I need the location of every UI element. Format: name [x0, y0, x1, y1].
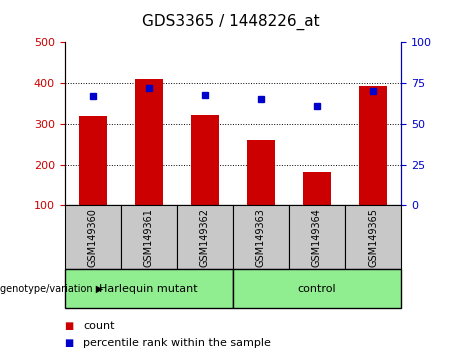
- Bar: [65, 205, 121, 269]
- Text: percentile rank within the sample: percentile rank within the sample: [83, 338, 271, 348]
- Bar: [345, 205, 401, 269]
- Bar: [78, 116, 106, 205]
- Text: GSM149360: GSM149360: [88, 208, 98, 267]
- Text: GDS3365 / 1448226_at: GDS3365 / 1448226_at: [142, 14, 319, 30]
- Text: GSM149362: GSM149362: [200, 208, 210, 267]
- Bar: [177, 205, 233, 269]
- Bar: [359, 86, 387, 205]
- Text: count: count: [83, 321, 114, 331]
- Bar: [121, 205, 177, 269]
- Text: GSM149365: GSM149365: [368, 208, 378, 267]
- Text: ■: ■: [65, 338, 74, 348]
- Bar: [247, 140, 275, 205]
- Bar: [191, 115, 219, 205]
- Text: genotype/variation ▶: genotype/variation ▶: [0, 284, 103, 293]
- Bar: [65, 269, 233, 308]
- Bar: [303, 172, 331, 205]
- Text: GSM149364: GSM149364: [312, 208, 322, 267]
- Text: ■: ■: [65, 321, 74, 331]
- Text: control: control: [298, 284, 336, 293]
- Bar: [233, 269, 401, 308]
- Bar: [233, 205, 289, 269]
- Bar: [135, 79, 163, 205]
- Text: GSM149363: GSM149363: [256, 208, 266, 267]
- Text: GSM149361: GSM149361: [144, 208, 154, 267]
- Bar: [289, 205, 345, 269]
- Text: Harlequin mutant: Harlequin mutant: [100, 284, 198, 293]
